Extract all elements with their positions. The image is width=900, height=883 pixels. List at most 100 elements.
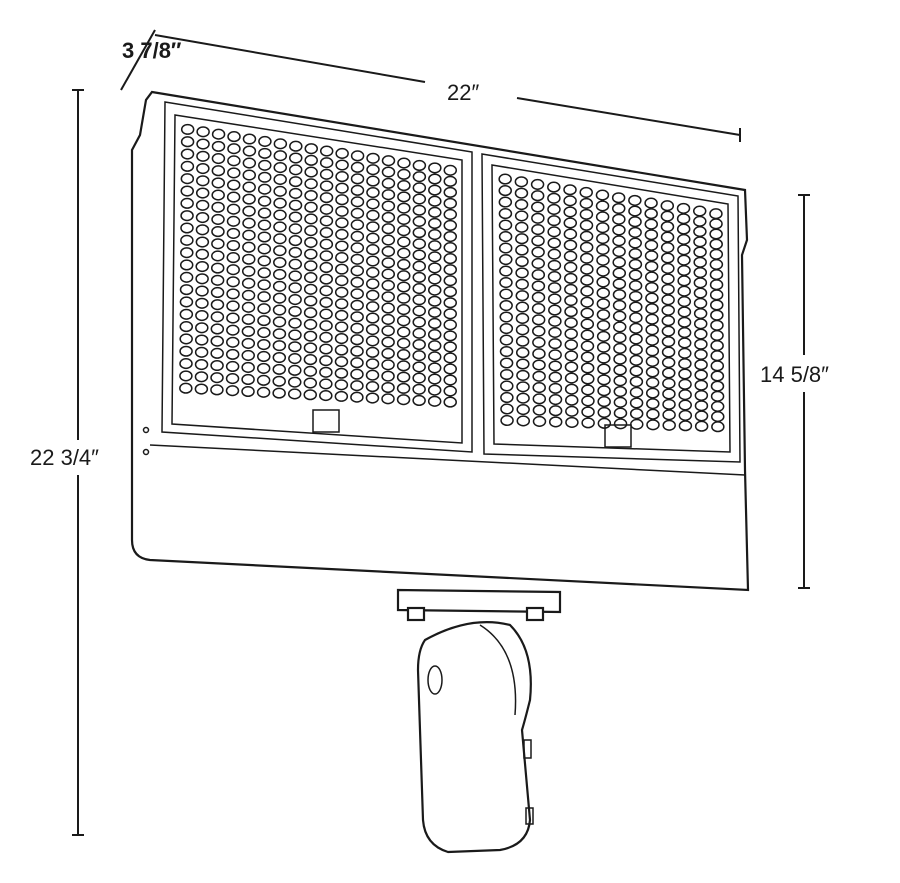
led-dot [563,206,577,218]
led-dot [227,167,241,179]
led-dot [180,173,195,185]
led-dot [350,207,365,219]
led-dot [226,179,241,191]
led-dot [273,138,288,150]
led-panels [161,101,741,463]
led-dot [226,336,240,348]
led-dot [428,184,442,196]
led-dot [319,203,334,215]
width-label: 22″ [447,80,480,105]
led-dot [678,409,693,421]
led-dot [319,250,334,262]
led-dot [397,247,411,259]
led-dot [227,143,241,155]
led-dot [564,306,578,318]
led-dot [581,384,595,396]
led-dot [303,295,318,307]
led-dot [289,140,303,152]
led-dot [288,258,303,270]
led-dot [548,304,562,316]
led-dot [629,322,643,334]
led-dot [179,358,193,370]
panel-tab-right [604,424,632,448]
led-dot [428,251,442,263]
led-dot [443,186,458,198]
led-dot [397,180,411,192]
led-dot [303,377,318,389]
led-dot [303,318,318,330]
led-dot [580,329,595,341]
led-dot [644,229,659,241]
led-dot [677,233,691,245]
led-dot [612,299,627,311]
led-dot [428,206,442,218]
led-dot [412,182,427,194]
led-dot [196,162,210,175]
led-dot [288,187,303,199]
led-dot [227,131,241,143]
led-dot [580,252,594,264]
led-dot [612,235,626,247]
led-dot [711,421,725,433]
led-dot [303,272,318,284]
led-dot [580,307,594,319]
led-dot [613,364,627,376]
led-dot [273,185,287,197]
led-dot [662,398,676,410]
led-dot [532,393,547,405]
led-dot [350,380,364,392]
led-dot [612,224,626,236]
led-dot [645,345,660,357]
led-dot [661,356,676,369]
led-dot [427,362,442,374]
led-dot [579,219,594,231]
led-dot [227,155,241,167]
led-dot [350,219,365,231]
led-dot [660,231,675,243]
led-dot [579,208,594,220]
led-dot [242,229,256,241]
led-dot [676,223,691,235]
led-dot [241,313,256,325]
led-dot [412,305,426,317]
led-dot [548,371,563,383]
led-dot [396,349,411,361]
led-dot [613,385,628,398]
led-dot [498,185,512,197]
led-dot [500,403,514,415]
led-dot [272,328,287,340]
led-dot [661,325,676,337]
led-dot [288,246,303,258]
led-dot [412,193,427,205]
led-dot [547,203,561,216]
led-dot [288,329,302,341]
led-dot [211,140,226,152]
led-dot [273,221,287,233]
led-dot [412,383,426,395]
led-dot [211,238,225,250]
led-dot [211,177,226,189]
led-dot [499,265,513,277]
led-dot [630,418,644,430]
led-dot [428,240,442,252]
led-dot [319,192,334,204]
led-dot [531,257,545,269]
led-dot [195,285,209,297]
led-dot [629,312,643,324]
led-dot [662,377,676,390]
led-dot [547,237,561,249]
led-dot [581,417,595,429]
led-dot [366,266,380,278]
led-dot [428,273,442,285]
led-dot [581,406,595,418]
led-dot [564,361,579,373]
led-dot [443,197,458,209]
led-dot [629,376,644,388]
led-dot [677,337,692,349]
led-dot [628,258,643,270]
led-dot [428,173,442,185]
led-dot [365,289,380,301]
led-dot [628,226,642,238]
led-dot [531,224,545,236]
led-dot [499,334,514,346]
